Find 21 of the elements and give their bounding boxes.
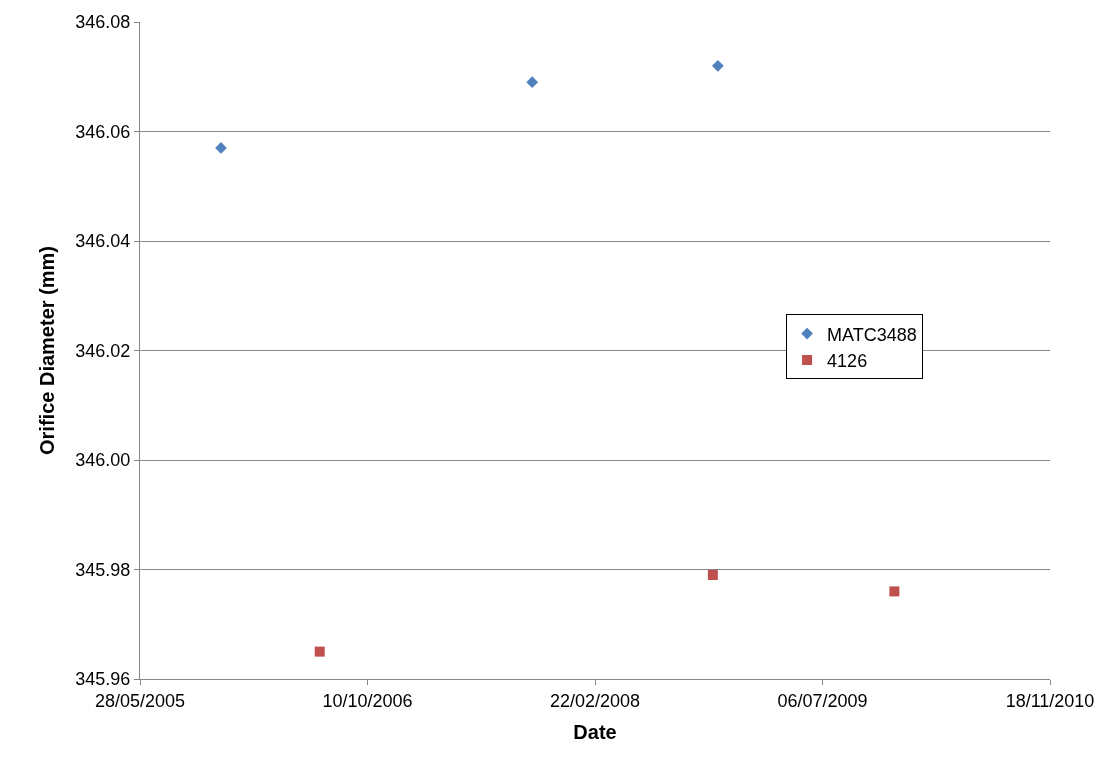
point — [712, 59, 724, 72]
y-tick-label: 345.96 — [75, 669, 131, 690]
y-tick-label: 346.04 — [75, 231, 131, 252]
x-tick-label: 18/11/2010 — [1005, 690, 1095, 711]
point — [707, 569, 718, 580]
y-tick-label: 345.98 — [75, 559, 131, 580]
point — [889, 586, 900, 597]
x-axis-title: Date — [573, 721, 617, 744]
y-axis-title: Orifice Diameter (mm) — [35, 246, 58, 455]
x-tick-label: 06/07/2009 — [777, 690, 868, 711]
x-tick-label: 10/10/2006 — [322, 690, 413, 711]
y-tick-label: 346.02 — [75, 340, 131, 361]
y-tick-label: 346.06 — [75, 121, 131, 142]
x-tick-label: 28/05/2005 — [94, 690, 186, 711]
point — [314, 646, 325, 657]
point — [526, 76, 539, 89]
y-tick-label: 346.00 — [75, 450, 131, 471]
legend-label: MATC3488 — [827, 324, 917, 345]
y-tick-label: 346.08 — [75, 12, 131, 33]
x-tick-label: 22/02/2008 — [549, 690, 641, 711]
legend-label: 4126 — [827, 350, 868, 371]
